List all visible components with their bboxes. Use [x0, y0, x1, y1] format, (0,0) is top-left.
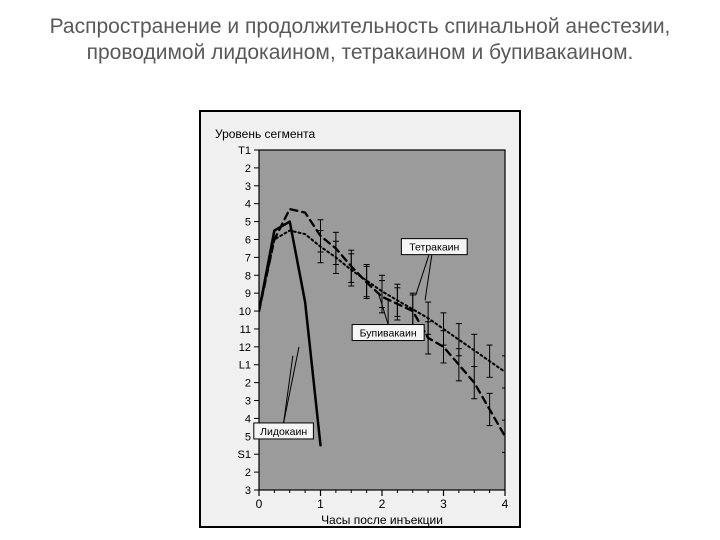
y-tick-label: 8 — [245, 270, 251, 282]
y-tick-label: 6 — [245, 234, 251, 246]
y-tick-label: 12 — [239, 342, 251, 354]
y-tick-label: 2 — [245, 378, 251, 390]
callout-label: Бупивакаин — [360, 328, 417, 340]
anesthesia-chart: Уровень сегментаT123456789101112L12345S1… — [201, 112, 519, 526]
callout-label: Тетракаин — [409, 242, 459, 254]
y-tick-label: 7 — [245, 252, 251, 264]
slide: Распространение и продолжительность спин… — [0, 0, 720, 540]
x-tick-label: 3 — [440, 497, 447, 511]
y-tick-label: 9 — [245, 288, 251, 300]
x-tick-label: 0 — [256, 497, 263, 511]
y-tick-label: 3 — [245, 181, 251, 193]
y-tick-label: 4 — [245, 413, 251, 425]
callout-label: Лидокаин — [260, 426, 307, 438]
y-tick-label: 3 — [245, 396, 251, 408]
y-tick-label: 10 — [239, 306, 251, 318]
y-tick-label: 3 — [245, 485, 251, 497]
y-tick-label: L1 — [239, 360, 251, 372]
x-tick-label: 1 — [317, 497, 324, 511]
y-tick-label: 11 — [240, 324, 251, 336]
x-tick-label: 4 — [502, 497, 509, 511]
y-tick-label: 2 — [245, 163, 251, 175]
x-axis-title: Часы после инъекции — [321, 513, 443, 526]
y-tick-label: 2 — [245, 467, 251, 479]
y-tick-label: T1 — [238, 145, 251, 157]
y-tick-label: 4 — [245, 199, 251, 211]
x-tick-label: 2 — [379, 497, 386, 511]
y-tick-label: 5 — [245, 431, 251, 443]
y-tick-label: 5 — [245, 217, 251, 229]
figure-frame: Уровень сегментаT123456789101112L12345S1… — [199, 110, 521, 528]
y-axis-title: Уровень сегмента — [215, 127, 316, 141]
y-tick-label: S1 — [238, 449, 251, 461]
slide-title: Распространение и продолжительность спин… — [40, 14, 680, 67]
